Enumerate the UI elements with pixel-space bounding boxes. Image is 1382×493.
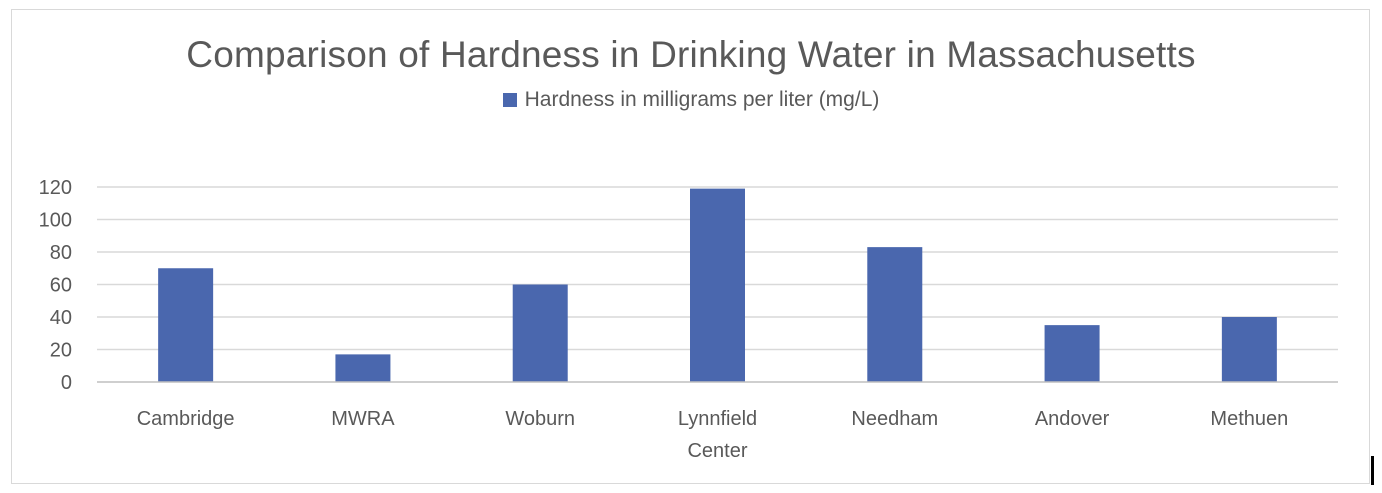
bars [158, 188, 1277, 382]
bar-cambridge [158, 268, 214, 382]
legend: Hardness in milligrams per liter (mg/L) [0, 88, 1382, 112]
y-tick-label: 20 [50, 340, 72, 362]
x-tick-label: Needham [851, 408, 938, 430]
axes: 0 20 40 60 80 100 120 Cambridge MWRA Woburn Lynnfi… [39, 177, 1338, 462]
x-tick-label: Andover [1035, 408, 1110, 430]
bar-andover [1044, 325, 1100, 382]
bar-lynnfield-center [690, 188, 745, 382]
x-tick-label: MWRA [331, 408, 395, 430]
x-tick-label: Woburn [505, 408, 575, 430]
x-tick-label: Center [687, 440, 747, 462]
x-tick-label: Methuen [1210, 408, 1288, 430]
bar-mwra [335, 354, 391, 382]
y-tick-label: 0 [61, 372, 72, 394]
bar-woburn [512, 284, 568, 382]
x-tick-label: Lynnfield [678, 408, 757, 430]
legend-swatch [502, 93, 517, 107]
chart-title: Comparison of Hardness in Drinking Water… [186, 34, 1196, 75]
y-tick-label: 80 [50, 242, 72, 264]
y-tick-label: 60 [50, 275, 72, 297]
y-tick-label: 100 [39, 210, 72, 232]
edge-mark [1371, 456, 1374, 485]
legend-label: Hardness in milligrams per liter (mg/L) [524, 88, 880, 111]
bar-methuen [1221, 317, 1277, 382]
x-tick-label: Cambridge [137, 408, 235, 430]
y-tick-label: 40 [50, 307, 72, 329]
y-tick-label: 120 [39, 177, 72, 199]
bar-needham [867, 247, 923, 382]
